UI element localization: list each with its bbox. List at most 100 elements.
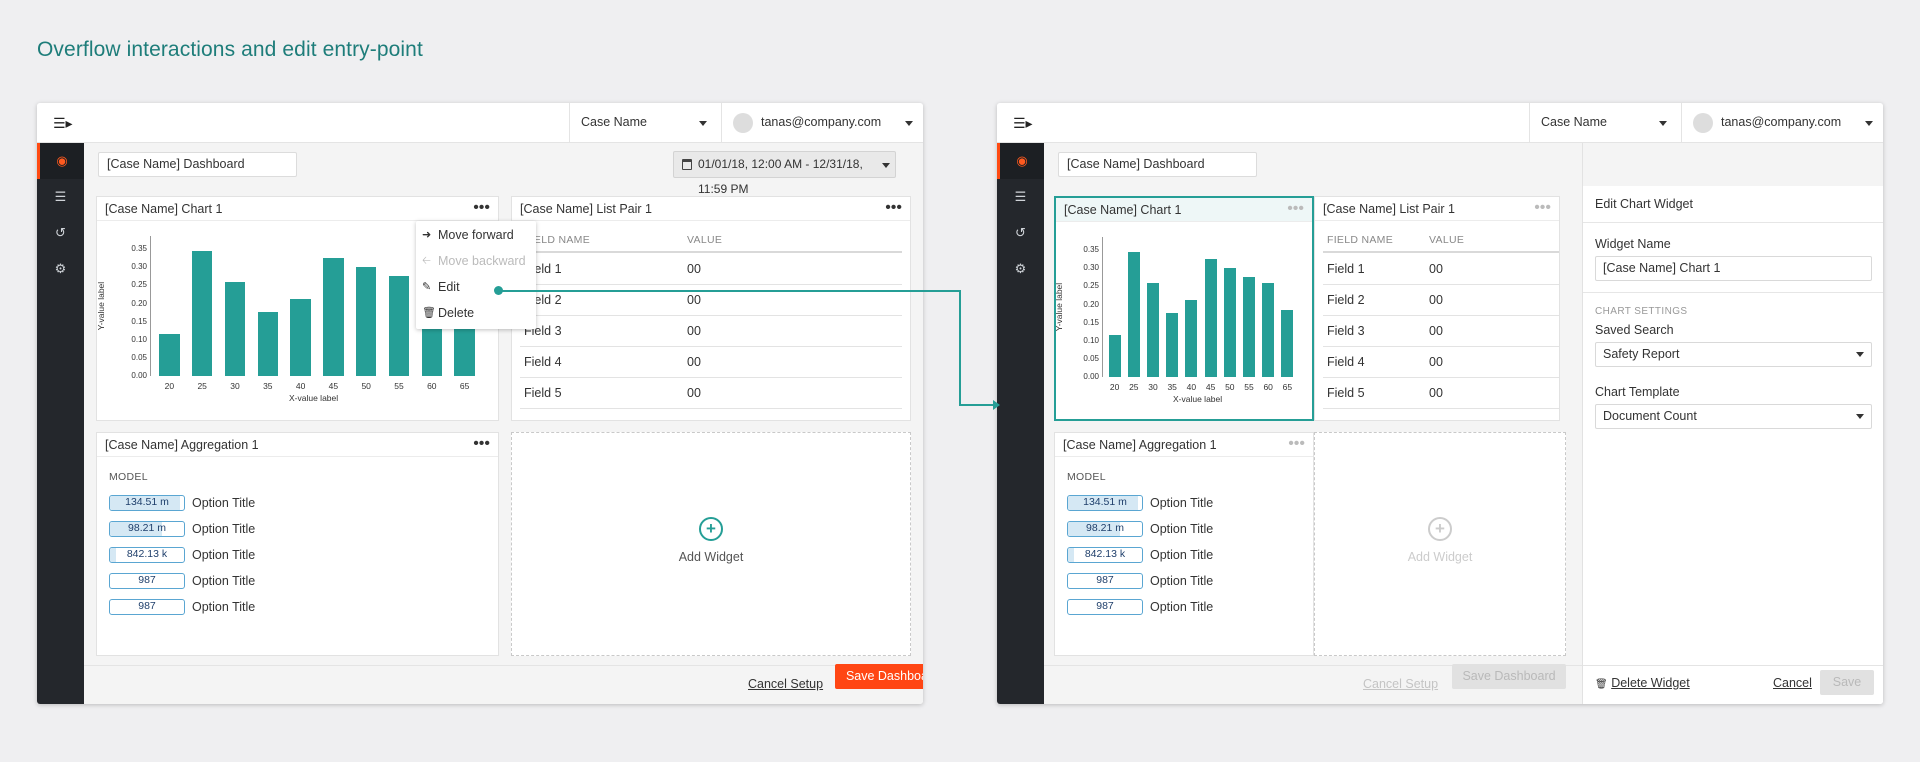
chart-bar[interactable] [388,276,410,376]
chart-bar[interactable] [1127,252,1140,377]
aggregation-widget[interactable]: [Case Name] Aggregation 1 ••• MODEL 134.… [1054,432,1314,656]
dashboard-name-input[interactable]: [Case Name] Dashboard [1058,152,1257,177]
history-icon[interactable]: ↺ [1015,225,1026,240]
option-title[interactable]: Option Title [192,522,256,536]
aggregation-widget[interactable]: [Case Name] Aggregation 1 ••• MODEL 134.… [96,432,499,656]
add-widget-slot[interactable]: + Add Widget [1314,432,1566,656]
date-range-picker[interactable]: 01/01/18, 12:00 AM - 12/31/18, 11:59 PM [673,151,896,196]
value-pill: 987 [109,573,185,589]
column-header-field: FIELD NAME [524,234,591,246]
arrow-left-icon: 🡠 [422,255,431,267]
overflow-menu-icon[interactable]: ••• [1287,200,1304,217]
left-nav: ◉ ☰ ↺ ⚙ [37,143,84,704]
dashboard-content: [Case Name] Dashboard 01/01/18, 12:00 AM… [1044,143,1883,704]
delete-widget-link[interactable]: 🗑 Delete Widget [1595,676,1690,690]
case-select[interactable]: Case Name [1541,115,1607,129]
value-pill-fill [1068,548,1074,562]
date-range-text: 01/01/18, 12:00 AM - 12/31/18, 11:59 PM [698,157,863,196]
overflow-menu-icon[interactable]: ••• [1534,199,1551,216]
menu-item-edit[interactable]: ✎ Edit [416,274,536,300]
value-pill: 987 [109,599,185,615]
x-tick-label: 50 [1225,382,1235,392]
x-tick-label: 35 [263,381,273,391]
chart-bar[interactable] [224,281,246,376]
flow-connector-line [959,404,993,406]
chart-bar[interactable] [1108,335,1121,377]
dashboard-icon[interactable]: ◉ [37,143,84,179]
menu-toggle-icon[interactable]: ☰▸ [1013,115,1033,131]
option-title[interactable]: Option Title [1150,522,1214,536]
option-title[interactable]: Option Title [1150,574,1214,588]
y-tick-label: 0.25 [1083,281,1099,291]
option-title[interactable]: Option Title [1150,496,1214,510]
x-tick-label: 25 [1129,382,1139,392]
chart-widget-selected[interactable]: [Case Name] Chart 1 ••• 0.35 0.30 0.25 0.20… [1054,196,1314,421]
y-tick-label: 0.25 [131,280,147,290]
chart-bar[interactable] [1223,268,1236,377]
chart-bar[interactable] [159,334,180,376]
list-icon[interactable]: ☰ [54,189,67,204]
chart-bar[interactable] [356,267,377,376]
menu-item-move-backward: 🡠 Move backward [416,248,536,274]
menu-toggle-icon[interactable]: ☰▸ [53,115,73,131]
overflow-menu-icon[interactable]: ••• [1288,435,1305,452]
option-title[interactable]: Option Title [1150,600,1214,614]
dashboard-name-input[interactable]: [Case Name] Dashboard [98,152,297,177]
y-tick-label: 0.35 [1083,245,1099,255]
field-name: Field 4 [524,355,562,369]
chart-bar[interactable] [1147,282,1159,377]
chart-bar[interactable] [1262,282,1275,377]
chart-template-select[interactable]: Document Count [1595,404,1872,429]
menu-item-delete[interactable]: 🗑 Delete [416,300,536,326]
x-axis-label: X-value label [289,393,339,403]
chart-bar[interactable] [1243,277,1255,377]
list-pair-widget[interactable]: [Case Name] List Pair 1 ••• FIELD NAME V… [511,196,911,421]
overflow-menu-icon[interactable]: ••• [885,199,902,216]
option-title[interactable]: Option Title [1150,548,1214,562]
chart-bar[interactable] [192,251,213,376]
user-select[interactable]: tanas@company.com [1721,115,1842,129]
y-axis-line [150,236,151,376]
option-title[interactable]: Option Title [192,548,256,562]
saved-search-label: Saved Search [1595,323,1674,337]
chart-bar[interactable] [1166,312,1179,377]
list-row: Field 1 00 [1323,254,1559,285]
chart-bar[interactable] [1185,300,1198,377]
save-dashboard-button[interactable]: Save Dashboard [835,664,923,689]
user-select[interactable]: tanas@company.com [761,115,882,129]
chart-bar[interactable] [323,258,344,376]
add-widget-slot[interactable]: + Add Widget [511,432,911,656]
overflow-menu-icon[interactable]: ••• [473,435,490,452]
value-pill: 98.21 m [1067,521,1143,537]
list-pair-widget[interactable]: [Case Name] List Pair 1 ••• FIELD NAME V… [1314,196,1560,421]
option-title[interactable]: Option Title [192,496,256,510]
list-icon[interactable]: ☰ [1014,189,1027,204]
chart-bar[interactable] [290,299,311,376]
field-name: Field 1 [1327,262,1365,276]
overflow-menu-icon[interactable]: ••• [473,199,490,216]
settings-icon[interactable]: ⚙ [1014,261,1027,276]
dashboard-icon[interactable]: ◉ [997,143,1044,179]
option-title[interactable]: Option Title [192,600,256,614]
history-icon[interactable]: ↺ [55,225,66,240]
plus-icon: + [1428,517,1452,541]
cancel-setup-link[interactable]: Cancel Setup [748,677,824,691]
y-tick-label: 0.05 [131,352,147,362]
chart-bar[interactable] [257,311,278,376]
saved-search-select[interactable]: Safety Report [1595,342,1872,367]
x-tick-label: 30 [230,381,240,391]
cancel-link[interactable]: Cancel [1773,676,1812,690]
chart-bar[interactable] [1281,310,1294,377]
settings-icon[interactable]: ⚙ [54,261,67,276]
x-tick-label: 20 [1109,382,1120,392]
option-title[interactable]: Option Title [192,574,256,588]
save-button: Save [1820,670,1874,695]
chevron-down-icon [882,163,890,168]
field-value: 00 [1429,262,1443,276]
menu-item-move-forward[interactable]: ➜ Move forward [416,222,536,248]
value-pill: 987 [1067,599,1143,615]
chart-bar[interactable] [1204,259,1217,377]
widget-name-input[interactable]: [Case Name] Chart 1 [1595,256,1872,281]
case-select[interactable]: Case Name [581,115,647,129]
plus-icon[interactable]: + [699,517,723,541]
